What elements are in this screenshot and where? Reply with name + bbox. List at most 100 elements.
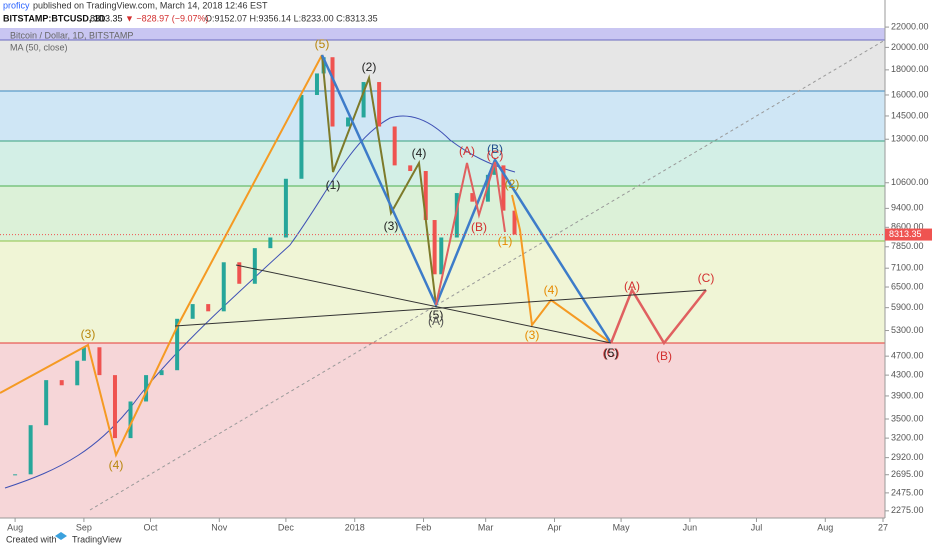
x-tick-label: 27 bbox=[878, 522, 888, 532]
candle bbox=[206, 304, 211, 312]
candle bbox=[423, 171, 428, 221]
candle bbox=[59, 380, 64, 386]
symbol: BITSTAMP:BTCUSD, 1D bbox=[3, 13, 106, 23]
candle bbox=[159, 370, 164, 376]
y-tick-label: 16000.00 bbox=[891, 89, 929, 99]
wave-label: (2) bbox=[505, 177, 520, 191]
candle bbox=[75, 360, 80, 386]
wave-label: (1) bbox=[498, 234, 513, 248]
wave-blue bbox=[320, 54, 613, 344]
wave-label: (1) bbox=[326, 178, 341, 192]
band bbox=[0, 186, 885, 241]
wave-label: (B) bbox=[487, 142, 503, 156]
y-tick-label: 2475.00 bbox=[891, 487, 924, 497]
ma-line bbox=[4, 115, 516, 489]
band bbox=[0, 343, 885, 518]
y-tick-label: 18000.00 bbox=[891, 64, 929, 74]
band bbox=[0, 141, 885, 186]
candle bbox=[377, 82, 382, 127]
time-axis bbox=[0, 518, 932, 550]
indicator: MA (50, close) bbox=[10, 42, 68, 52]
candle bbox=[512, 210, 517, 235]
wave-label: (4) bbox=[544, 283, 559, 297]
wave-label: (3) bbox=[384, 219, 399, 233]
wave-label: (A) bbox=[624, 279, 640, 293]
candle bbox=[470, 193, 475, 202]
price-tag bbox=[885, 228, 932, 241]
y-tick-label: 4300.00 bbox=[891, 369, 924, 379]
candles bbox=[13, 57, 517, 476]
footer-brand[interactable]: TradingView bbox=[72, 534, 122, 544]
footer-created: Created with bbox=[6, 534, 57, 544]
wave-label: (C) bbox=[487, 148, 504, 162]
x-tick-label: Dec bbox=[278, 522, 295, 532]
y-tick-label: 9400.00 bbox=[891, 203, 924, 213]
x-tick-label: Nov bbox=[211, 522, 228, 532]
wave-label: (A) bbox=[459, 144, 475, 158]
candle bbox=[330, 57, 335, 127]
wave-red bbox=[609, 287, 707, 346]
candle bbox=[128, 401, 133, 439]
last: 8313.35 bbox=[90, 13, 123, 23]
x-tick-label: Oct bbox=[143, 522, 158, 532]
wave-label: (A) bbox=[428, 314, 444, 328]
y-tick-label: 22000.00 bbox=[891, 21, 929, 31]
candle bbox=[361, 82, 366, 118]
y-tick-label: 6500.00 bbox=[891, 281, 924, 291]
x-tick-label: Jul bbox=[751, 522, 763, 532]
candle bbox=[190, 304, 195, 319]
wave-label: (5) bbox=[604, 346, 619, 360]
trend-line bbox=[235, 264, 612, 344]
wave-red bbox=[435, 161, 506, 306]
fib-bands bbox=[0, 28, 885, 518]
candle bbox=[175, 318, 180, 371]
candle bbox=[252, 248, 257, 284]
wave-label: (4) bbox=[109, 458, 124, 472]
y-tick-label: 20000.00 bbox=[891, 42, 929, 52]
chart-title: Bitcoin / Dollar, 1D, BITSTAMP bbox=[10, 30, 133, 40]
y-tick-label: 14500.00 bbox=[891, 110, 929, 120]
y-tick-label: 5300.00 bbox=[891, 325, 924, 335]
candle bbox=[283, 178, 288, 238]
y-tick-label: 13000.00 bbox=[891, 134, 929, 144]
candle bbox=[314, 73, 319, 95]
wave-label: (C) bbox=[603, 346, 620, 360]
wave-labels: (5)(3)(4)(4)(3)(2)(1)(2)(1)(4)(3)(5)(A)(… bbox=[81, 37, 715, 472]
candle bbox=[44, 380, 49, 426]
candle bbox=[268, 237, 273, 249]
y-tick-label: 7850.00 bbox=[891, 241, 924, 251]
price-axis bbox=[885, 0, 932, 518]
x-tick-label: Mar bbox=[478, 522, 494, 532]
candle bbox=[299, 94, 304, 179]
axes: 22000.00 20000.00 18000.00 16000.00 14500.00… bbox=[0, 21, 932, 532]
x-tick-label: 2018 bbox=[345, 522, 365, 532]
y-tick-label: 2275.00 bbox=[891, 505, 924, 515]
x-tick-label: Jun bbox=[683, 522, 698, 532]
x-tick-label: May bbox=[613, 522, 631, 532]
candle bbox=[237, 262, 242, 284]
candle bbox=[432, 220, 437, 275]
x-tick-label: Sep bbox=[76, 522, 92, 532]
x-tick-label: Aug bbox=[817, 522, 833, 532]
candle bbox=[112, 375, 117, 439]
candle bbox=[492, 165, 497, 175]
wave-label: (5) bbox=[315, 37, 330, 51]
wave-label: (4) bbox=[412, 146, 427, 160]
price-tag-label: 8313.35 bbox=[889, 229, 922, 239]
wave-olive bbox=[321, 54, 437, 306]
y-tick-label: 7100.00 bbox=[891, 263, 924, 273]
author: proficy bbox=[3, 0, 30, 10]
trend-dashed bbox=[89, 39, 886, 511]
x-tick-label: Feb bbox=[416, 522, 432, 532]
x-tick-label: Aug bbox=[7, 522, 23, 532]
y-tick-label: 2695.00 bbox=[891, 469, 924, 479]
candle bbox=[501, 165, 506, 211]
y-tick-label: 8600.00 bbox=[891, 222, 924, 232]
candle bbox=[346, 117, 351, 127]
candle bbox=[81, 347, 86, 361]
candle bbox=[28, 425, 33, 475]
ohlc: O:9152.07 H:9356.14 L:8233.00 C:8313.35 bbox=[205, 13, 378, 23]
y-tick-label: 3200.00 bbox=[891, 432, 924, 442]
